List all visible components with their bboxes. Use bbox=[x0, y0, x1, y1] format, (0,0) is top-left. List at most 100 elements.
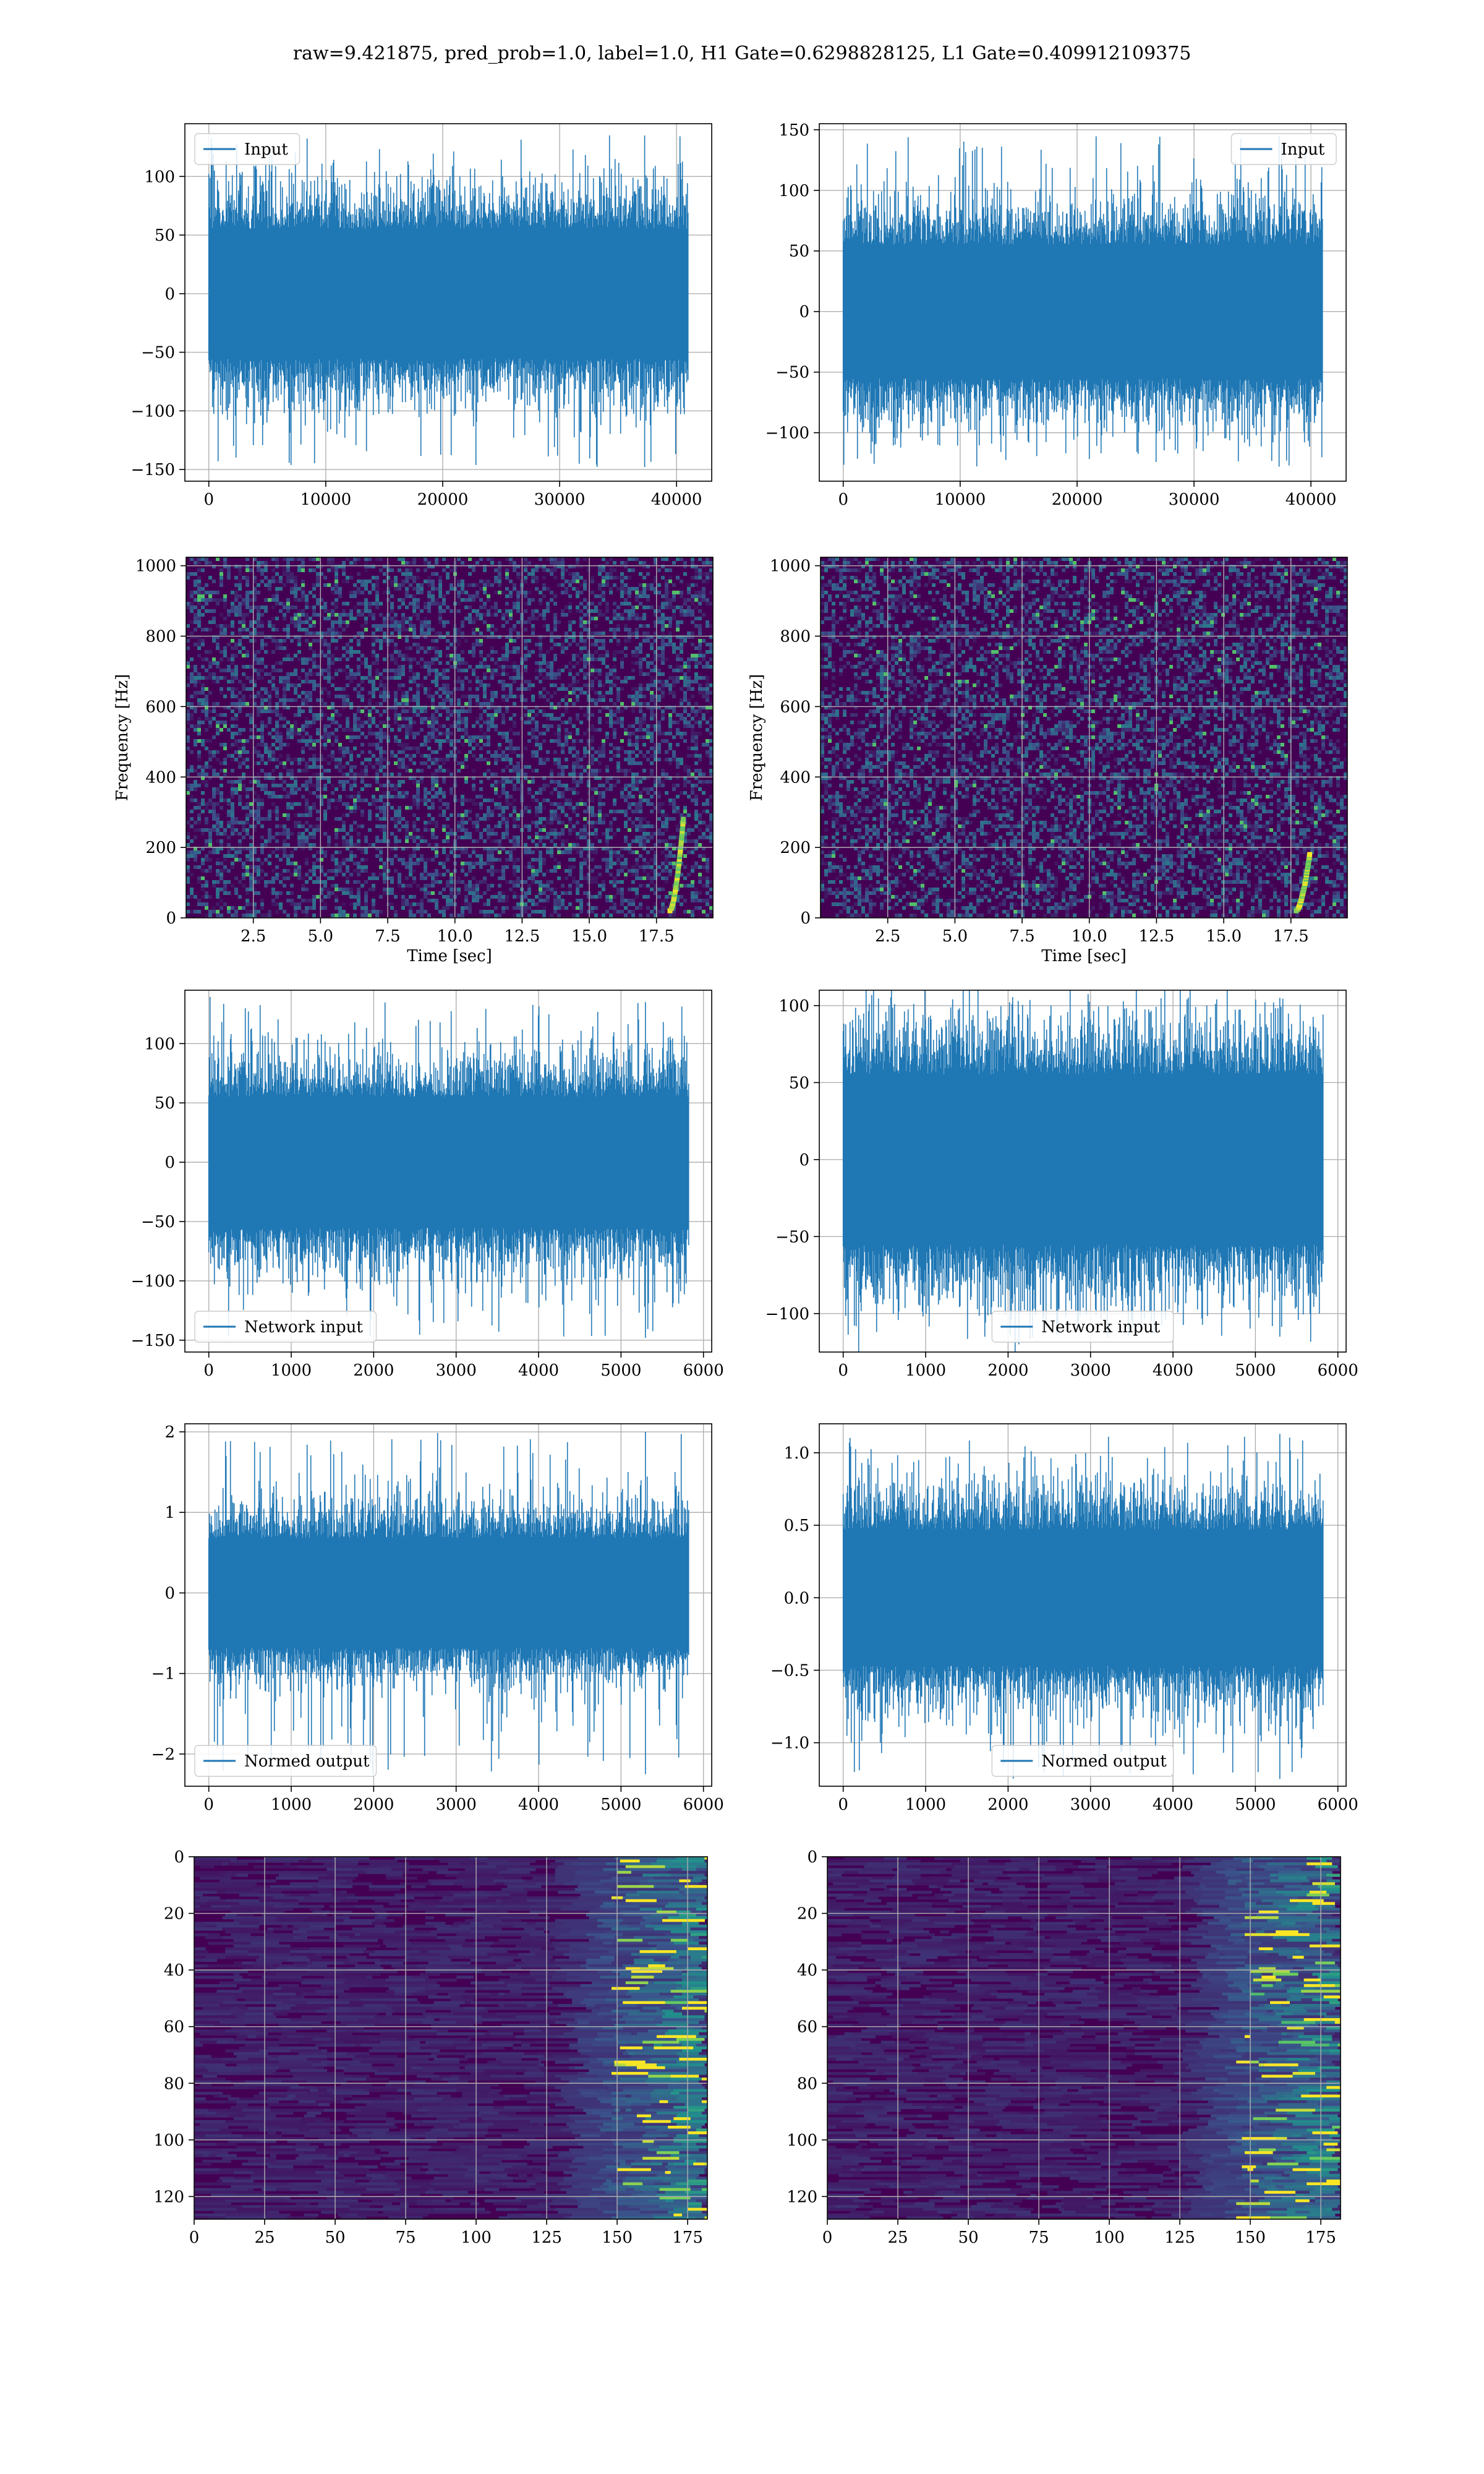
heatmap-cell bbox=[631, 613, 635, 617]
heatmap-cell bbox=[665, 643, 668, 646]
heatmap-cell bbox=[249, 665, 253, 669]
heatmap-cell bbox=[286, 676, 290, 680]
heatmap-cell bbox=[680, 635, 683, 639]
heatmap-cell bbox=[360, 635, 364, 639]
heatmap-cell bbox=[524, 643, 527, 646]
heatmap-cell bbox=[616, 617, 620, 620]
heatmap-cell bbox=[613, 798, 616, 802]
heatmap-cell bbox=[501, 721, 505, 724]
heatmap-cell bbox=[683, 698, 687, 702]
heatmap-cell bbox=[405, 617, 409, 620]
heatmap-cell bbox=[579, 802, 583, 806]
heatmap-cell bbox=[457, 602, 461, 606]
heatmap-cell bbox=[576, 609, 579, 613]
heatmap-cell bbox=[349, 672, 353, 676]
heatmap-cell bbox=[687, 676, 691, 680]
heatmap-cell bbox=[398, 635, 401, 639]
heatmap-cell bbox=[694, 624, 698, 628]
heatmap-cell bbox=[412, 713, 416, 717]
heatmap-cell bbox=[490, 561, 494, 565]
heatmap-cell bbox=[613, 747, 616, 750]
heatmap-cell bbox=[624, 598, 628, 602]
heatmap-cell bbox=[635, 721, 639, 724]
heatmap-cell bbox=[542, 784, 546, 787]
heatmap-cell bbox=[416, 802, 420, 806]
heatmap-cell bbox=[479, 580, 483, 583]
heatmap-cell bbox=[309, 695, 312, 698]
heatmap-cell bbox=[624, 576, 628, 580]
heatmap-cell bbox=[275, 580, 279, 583]
heatmap-cell bbox=[450, 750, 453, 754]
heatmap-cell bbox=[687, 591, 691, 594]
heatmap-cell bbox=[609, 620, 613, 624]
heatmap-cell bbox=[602, 657, 605, 661]
heatmap-cell bbox=[635, 613, 639, 617]
heatmap-cell bbox=[616, 587, 620, 591]
heatmap-cell bbox=[639, 650, 642, 654]
heatmap-cell bbox=[431, 784, 435, 787]
heatmap-cell bbox=[583, 646, 587, 650]
heatmap-cell bbox=[220, 806, 223, 810]
heatmap-cell bbox=[201, 594, 205, 598]
heatmap-cell bbox=[283, 765, 286, 769]
heatmap-cell bbox=[683, 609, 687, 613]
heatmap-cell bbox=[639, 617, 642, 620]
heatmap-cell bbox=[553, 732, 557, 735]
heatmap-cell bbox=[283, 761, 286, 765]
heatmap-cell bbox=[283, 691, 286, 695]
heatmap-cell bbox=[654, 702, 657, 706]
heatmap-cell bbox=[383, 813, 386, 817]
heatmap-cell bbox=[665, 821, 668, 824]
heatmap-cell bbox=[438, 758, 442, 761]
heatmap-cell bbox=[360, 732, 364, 735]
heatmap-cell bbox=[220, 798, 223, 802]
heatmap-cell bbox=[709, 665, 713, 669]
heatmap-cell bbox=[639, 591, 642, 594]
heatmap-cell bbox=[479, 747, 483, 750]
heatmap-cell bbox=[591, 602, 594, 606]
heatmap-cell bbox=[668, 580, 672, 583]
heatmap-cell bbox=[628, 639, 631, 643]
heatmap-cell bbox=[364, 798, 368, 802]
heatmap-cell bbox=[212, 773, 216, 776]
heatmap-cell bbox=[301, 591, 305, 594]
heatmap-cell bbox=[498, 672, 501, 676]
heatmap-cell bbox=[294, 683, 297, 687]
heatmap-cell bbox=[438, 713, 442, 717]
heatmap-cell bbox=[372, 680, 375, 683]
heatmap-cell bbox=[661, 624, 665, 628]
heatmap-cell bbox=[557, 565, 561, 568]
heatmap-cell bbox=[435, 758, 438, 761]
heatmap-cell bbox=[616, 780, 620, 784]
heatmap-cell bbox=[323, 643, 327, 646]
panel-input-h1: 0 10000 20000 30000 40000−150−100−50050100In… bbox=[131, 123, 712, 509]
heatmap-cell bbox=[286, 832, 290, 836]
heatmap-cell bbox=[542, 617, 546, 620]
heatmap-cell bbox=[438, 798, 442, 802]
heatmap-cell bbox=[579, 583, 583, 587]
heatmap-cell bbox=[357, 613, 360, 617]
heatmap-cell bbox=[687, 657, 691, 661]
heatmap-cell bbox=[335, 687, 338, 691]
heatmap-cell bbox=[420, 709, 424, 713]
heatmap-cell bbox=[494, 758, 498, 761]
heatmap-cell bbox=[442, 780, 446, 784]
heatmap-cell bbox=[379, 646, 383, 650]
heatmap-cell bbox=[427, 806, 431, 810]
heatmap-cell bbox=[286, 606, 290, 609]
heatmap-cell bbox=[190, 657, 194, 661]
heatmap-cell bbox=[231, 787, 234, 791]
heatmap-cell bbox=[327, 724, 331, 728]
heatmap-cell bbox=[457, 724, 461, 728]
heatmap-cell bbox=[323, 724, 327, 728]
heatmap-cell bbox=[390, 606, 394, 609]
heatmap-cell bbox=[245, 557, 249, 561]
heatmap-cell bbox=[353, 802, 357, 806]
heatmap-cell bbox=[238, 750, 242, 754]
heatmap-cell bbox=[349, 639, 353, 643]
heatmap-cell bbox=[498, 565, 501, 568]
heatmap-cell bbox=[234, 565, 238, 568]
heatmap-cell bbox=[238, 568, 242, 572]
heatmap-cell bbox=[642, 576, 646, 580]
heatmap-cell bbox=[631, 743, 635, 747]
